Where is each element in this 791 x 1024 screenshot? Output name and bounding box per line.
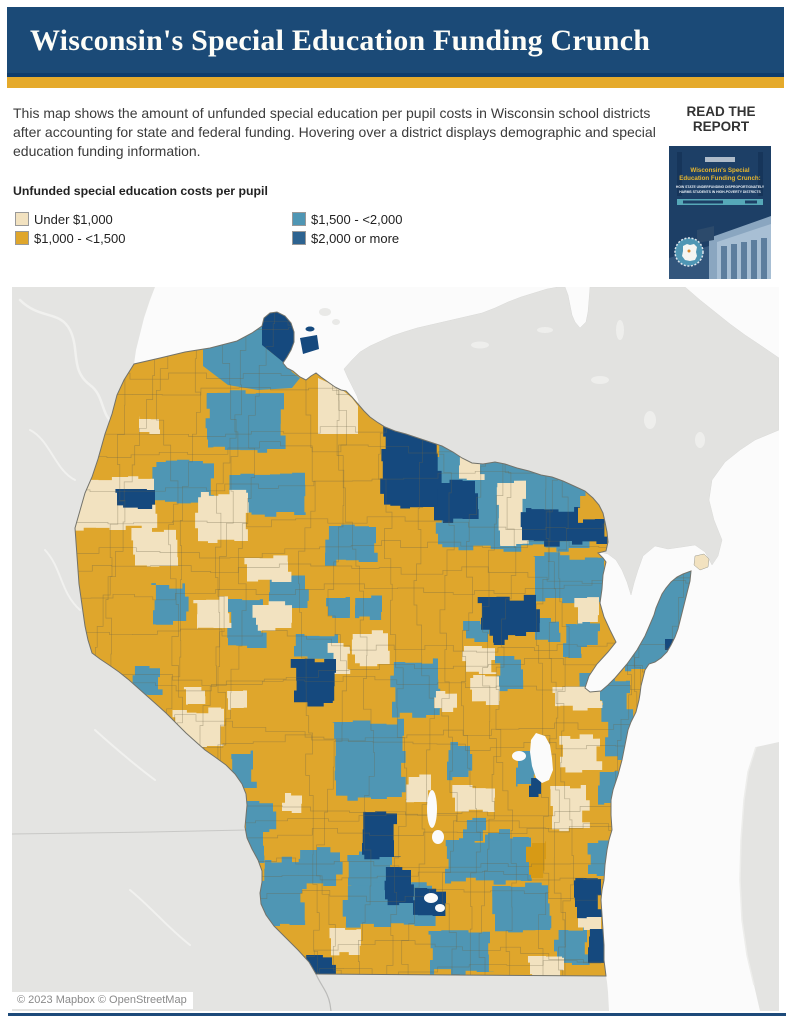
svg-text:Wisconsin's Special: Wisconsin's Special	[690, 167, 749, 174]
svg-text:HARMS STUDENTS IN HIGH-POVERTY: HARMS STUDENTS IN HIGH-POVERTY DISTRICTS	[679, 190, 761, 194]
svg-text:Education Funding Crunch:: Education Funding Crunch:	[679, 175, 760, 182]
svg-text:HOW STATE UNDERFUNDING DISPROP: HOW STATE UNDERFUNDING DISPROPORTIONATEL…	[676, 185, 765, 189]
